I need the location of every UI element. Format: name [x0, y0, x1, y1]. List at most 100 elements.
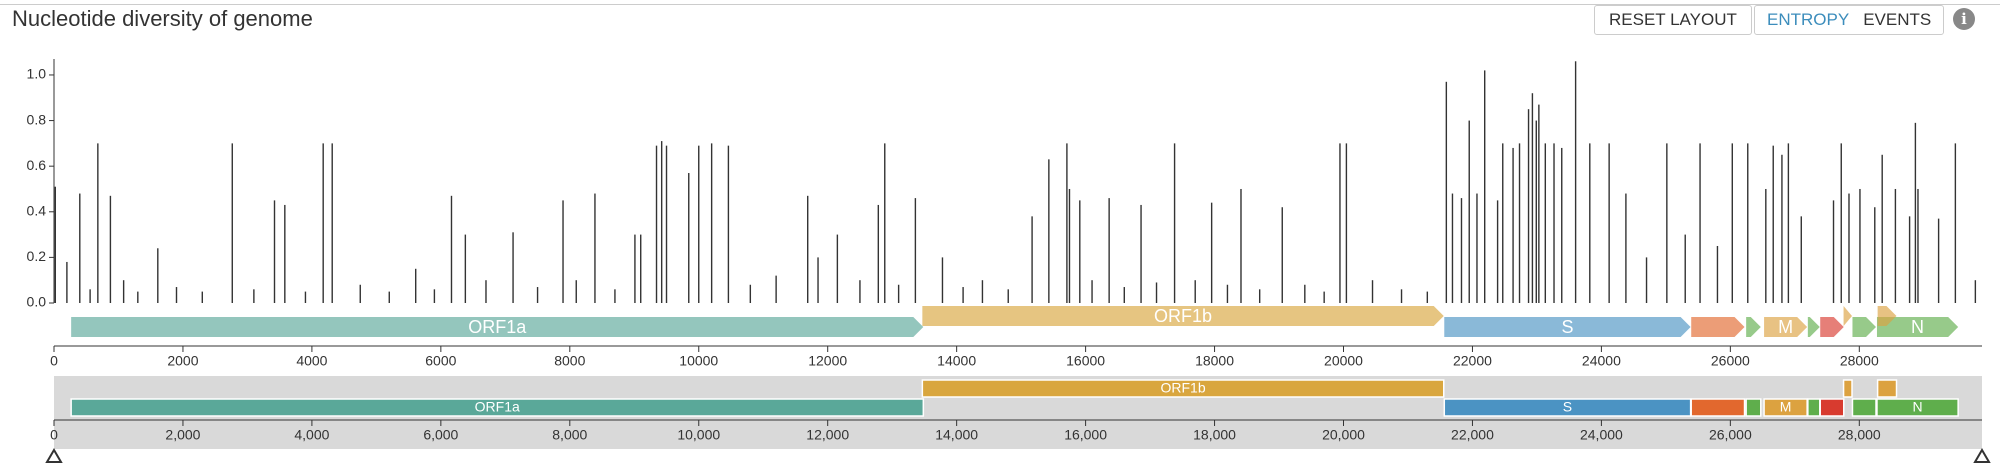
- entropy-bar: [614, 289, 616, 303]
- x-tick-label: 26000: [1711, 353, 1750, 369]
- x-tick-label: 2000: [167, 353, 198, 369]
- entropy-bar: [1079, 200, 1081, 303]
- entropy-bar: [1914, 122, 1917, 303]
- entropy-bar: [1451, 193, 1454, 303]
- entropy-bar: [1535, 120, 1537, 303]
- chart-title: Nucleotide diversity of genome: [12, 6, 313, 31]
- brush-handle: [45, 448, 63, 463]
- gene: [71, 317, 924, 337]
- entropy-bar: [79, 193, 81, 303]
- brush-handle: [1973, 448, 1991, 463]
- entropy-bar: [1091, 280, 1093, 303]
- navigator-gene-label: M: [1780, 399, 1792, 415]
- entropy-bar: [634, 234, 636, 303]
- navigator-gene: [1876, 379, 1898, 398]
- entropy-bar: [1518, 143, 1521, 303]
- events-tab[interactable]: EVENTS: [1863, 10, 1932, 29]
- entropy-bar: [1848, 193, 1850, 303]
- navigator-tick-label: 20,000: [1322, 427, 1365, 443]
- entropy-bar: [415, 268, 417, 303]
- navigator-tick-label: 24,000: [1580, 427, 1623, 443]
- x-tick-label: 28000: [1840, 353, 1879, 369]
- navigator-gene: [1745, 398, 1762, 417]
- navigator-gene: [1842, 379, 1853, 398]
- navigator-tick-label: 10,000: [677, 427, 720, 443]
- entropy-tab[interactable]: ENTROPY: [1767, 10, 1850, 29]
- entropy-bar: [1553, 143, 1555, 303]
- entropy-bar: [981, 280, 984, 303]
- entropy-bar: [1304, 284, 1306, 303]
- entropy-bar: [807, 195, 809, 303]
- entropy-bar: [1787, 143, 1790, 303]
- reset-button[interactable]: RESET LAYOUT: [1594, 5, 1752, 35]
- x-tick-label: 14000: [937, 353, 976, 369]
- entropy-bar: [640, 234, 642, 303]
- entropy-bar: [1460, 198, 1463, 303]
- entropy-bar: [1608, 143, 1610, 303]
- navigator-gene: [1690, 398, 1746, 417]
- navigator-gene-label: ORF1b: [1160, 380, 1205, 396]
- x-tick-label: 8000: [554, 353, 585, 369]
- entropy-bar: [1476, 193, 1478, 303]
- entropy-bar: [89, 289, 91, 303]
- entropy-bar: [884, 143, 886, 303]
- entropy-bar: [1974, 280, 1977, 303]
- entropy-bar: [97, 143, 99, 303]
- navigator-tick-label: 28,000: [1838, 427, 1881, 443]
- entropy-bar: [1747, 143, 1749, 303]
- info-icon[interactable]: i: [1953, 8, 1975, 30]
- entropy-bar: [54, 186, 56, 303]
- entropy-bar: [109, 195, 112, 303]
- navigator-tick-label: 12,000: [806, 427, 849, 443]
- entropy-bar: [137, 291, 139, 303]
- entropy-bar: [1894, 188, 1897, 303]
- entropy-bar: [1400, 289, 1403, 303]
- entropy-bar: [450, 195, 453, 303]
- entropy-bar: [1531, 93, 1534, 304]
- entropy-bar: [1502, 143, 1504, 303]
- navigator-tick-label: 0: [50, 427, 58, 443]
- entropy-bar: [859, 280, 861, 303]
- navigator-gene: [1807, 398, 1821, 417]
- entropy-bar: [122, 280, 125, 303]
- entropy-bar: [1781, 154, 1783, 303]
- entropy-bar: [1772, 145, 1774, 303]
- navigator-tick-label: 4,000: [294, 427, 329, 443]
- entropy-bar: [536, 287, 539, 303]
- entropy-bar: [231, 143, 233, 303]
- entropy-bar: [1527, 109, 1530, 304]
- entropy-bar: [1908, 216, 1911, 303]
- x-tick-label: 0: [50, 353, 58, 369]
- y-tick-label: 0.2: [27, 248, 47, 264]
- gene-label: M: [1778, 317, 1793, 337]
- y-tick-label: 0.4: [27, 202, 47, 218]
- entropy-bar: [962, 287, 964, 303]
- entropy-bar: [1800, 216, 1802, 303]
- x-tick-label: 4000: [296, 353, 327, 369]
- gene: [1807, 317, 1820, 337]
- entropy-bar: [1832, 200, 1835, 303]
- entropy-bar: [1258, 289, 1261, 303]
- entropy-bar: [1840, 143, 1842, 303]
- entropy-bar: [836, 234, 839, 303]
- entropy-bar: [688, 173, 690, 303]
- entropy-bar: [1445, 81, 1448, 303]
- entropy-bar: [575, 280, 577, 303]
- entropy-bar: [1859, 188, 1861, 303]
- navigator-gene-label: N: [1912, 399, 1922, 415]
- gene-label: S: [1561, 317, 1573, 337]
- entropy-bar: [284, 204, 286, 303]
- entropy-bar: [914, 198, 917, 303]
- navigator-gene: [70, 398, 925, 417]
- entropy-bar: [1645, 257, 1648, 303]
- entropy-bar: [1226, 284, 1229, 303]
- entropy-bar: [1538, 104, 1540, 303]
- entropy-bar: [1684, 234, 1686, 303]
- navigator-tick-label: 8,000: [552, 427, 587, 443]
- entropy-bar: [1339, 143, 1341, 303]
- navigator-background: [54, 376, 1982, 449]
- entropy-bar: [775, 275, 777, 303]
- gene: [1764, 317, 1808, 337]
- gene: [922, 306, 1444, 326]
